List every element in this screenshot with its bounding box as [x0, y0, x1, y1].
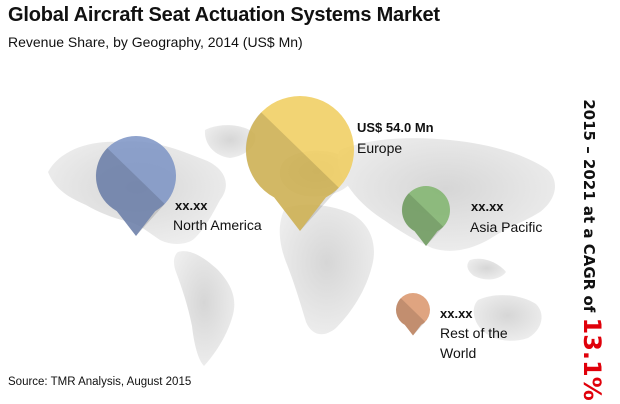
- map-africa: [279, 204, 374, 335]
- cagr-callout: 2015 – 2021 at a CAGR of 13.1%: [578, 99, 606, 401]
- chart-subtitle: Revenue Share, by Geography, 2014 (US$ M…: [8, 34, 303, 50]
- europe-label: Europe: [357, 140, 402, 156]
- map-south-america: [173, 251, 235, 366]
- rest-of-world-label-line1: Rest of the: [440, 325, 508, 341]
- europe-pin: [245, 96, 354, 231]
- europe-pin-shade: [245, 112, 339, 231]
- rest-of-world-pin-shape: [395, 293, 430, 336]
- north-america-pin: [95, 136, 176, 236]
- europe-value: US$ 54.0 Mn: [357, 120, 434, 135]
- rest-of-world-value: xx.xx: [440, 306, 473, 321]
- europe-pin-shape: [246, 96, 354, 231]
- map-asia: [337, 138, 555, 251]
- rest-of-world-pin: [395, 293, 430, 336]
- map-greenland: [204, 125, 256, 158]
- north-america-pin-shade: [95, 148, 165, 236]
- asia-pacific-pin: [401, 186, 450, 246]
- cagr-prefix: 2015 – 2021 at a CAGR of: [580, 99, 598, 318]
- source-note: Source: TMR Analysis, August 2015: [8, 376, 192, 388]
- asia-pacific-pin-shape: [401, 186, 450, 246]
- chart-title: Global Aircraft Seat Actuation Systems M…: [8, 4, 440, 26]
- rest-of-world-label: Rest of the World: [440, 325, 512, 361]
- asia-pacific-label: Asia Pacific: [470, 219, 542, 235]
- north-america-label: North America: [173, 217, 262, 233]
- region-markers: [95, 96, 450, 336]
- rest-of-world-label-line2: World: [440, 345, 476, 361]
- map-australia: [473, 295, 542, 341]
- north-america-value: xx.xx: [175, 198, 208, 213]
- map-southeast-asia: [467, 258, 506, 280]
- world-map: [48, 125, 555, 366]
- cagr-value: 13.1%: [578, 317, 606, 401]
- asia-pacific-pin-shade: [401, 193, 444, 246]
- rest-of-world-pin-shade: [395, 298, 426, 336]
- data-labels: xx.xx North America US$ 54.0 Mn Europe x…: [173, 120, 542, 361]
- asia-pacific-value: xx.xx: [471, 199, 504, 214]
- north-america-pin-shape: [96, 136, 176, 236]
